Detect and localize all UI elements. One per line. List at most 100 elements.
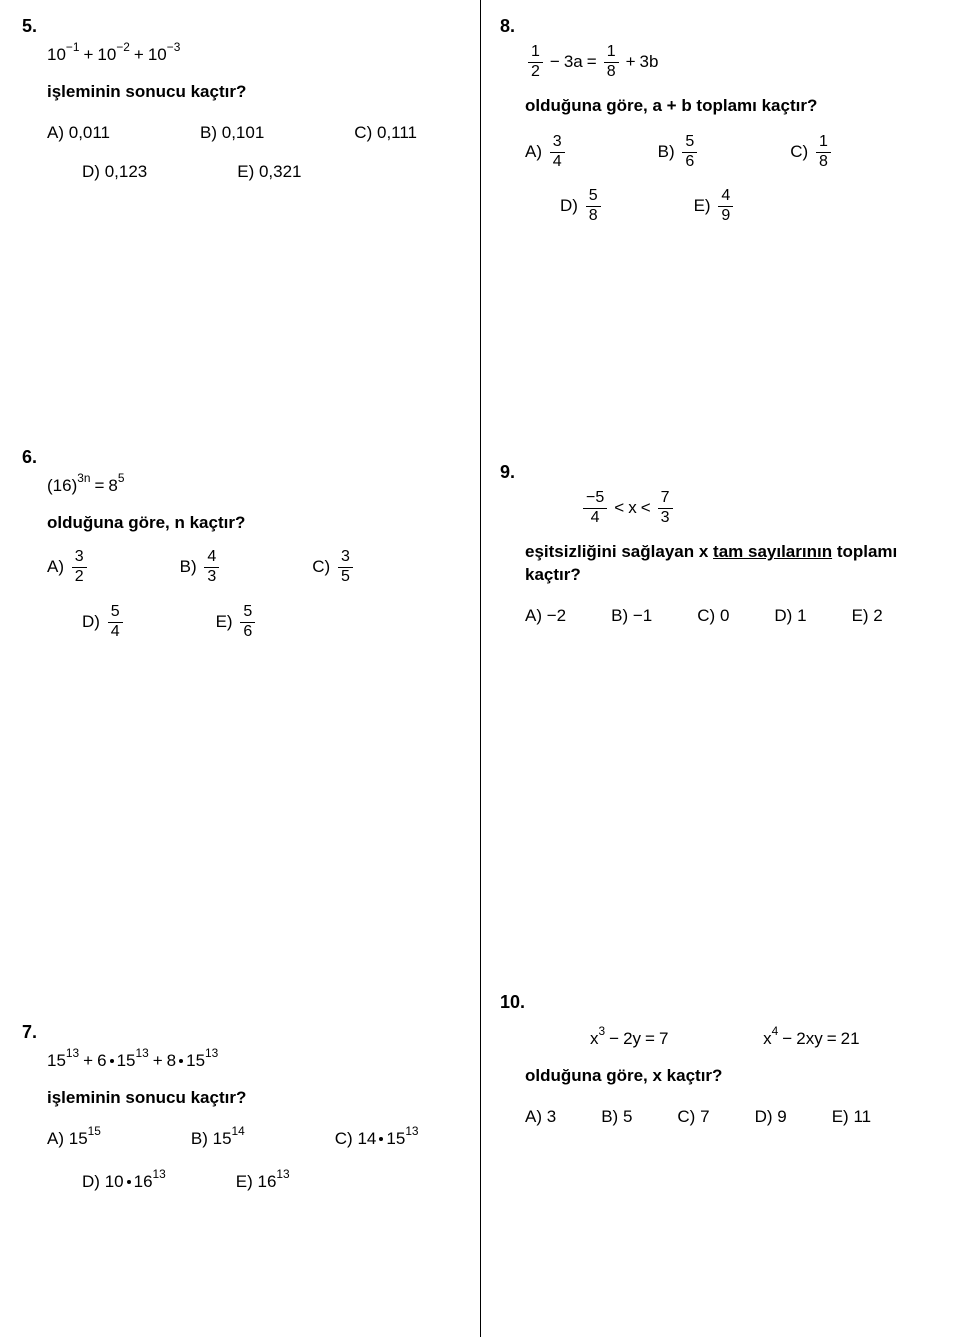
b: 2y [623,1028,641,1051]
q10-number: 10. [500,990,940,1014]
label: D) [774,605,792,628]
label: D) [755,1106,773,1129]
t: 15 [47,1050,66,1073]
b: 15 [213,1128,232,1151]
t: 6 [97,1050,106,1073]
den: 2 [72,568,87,586]
q7-prompt: işleminin sonucu kaçtır? [47,1087,462,1110]
q7-optE: E) 1613 [236,1171,290,1194]
den: 6 [682,153,697,171]
q5-number: 5. [22,14,462,38]
q10-optE: E) 11 [832,1106,871,1129]
den: 6 [240,623,255,641]
q9-optC: C) 0 [697,605,729,628]
question-6: 6. (16)3n = 85 olduğuna göre, n kaçtır? … [22,445,462,640]
num: 5 [586,188,601,207]
label: E) [694,195,711,218]
question-8: 8. 12 − 3a = 18 + 3b olduğuna göre, a + … [500,14,940,225]
q10-optB: B) 5 [601,1106,632,1129]
num: 7 [658,490,673,509]
val: 2 [873,605,882,628]
a: 14 [357,1128,376,1151]
exp: −1 [66,39,80,55]
e: 15 [88,1123,101,1139]
b: 2xy [796,1028,822,1051]
q5-optE: E) 0,321 [237,161,301,184]
r: 7 [659,1028,668,1051]
den: 9 [718,207,733,225]
val: 0,111 [377,122,417,145]
q10-expr1: x3 − 2y = 7 [590,1028,668,1051]
den: 5 [338,568,353,586]
num: 5 [240,604,255,623]
label: E) [237,161,254,184]
t: 8 [167,1050,176,1073]
label: C) [677,1106,695,1129]
exp: −3 [167,39,181,55]
label: D) [82,1171,100,1194]
label: A) [47,122,64,145]
x: x [628,497,637,520]
den: 4 [108,623,123,641]
q7-number: 7. [22,1020,462,1044]
den: 3 [204,568,219,586]
q6-optE: E) 56 [216,604,259,641]
val: 5 [623,1106,632,1129]
val: 9 [777,1106,786,1129]
q6-optD: D) 54 [82,604,126,641]
label: C) [354,122,372,145]
val: 1 [797,605,806,628]
q9-number: 9. [500,460,945,484]
q6-number: 6. [22,445,462,469]
den: 8 [816,153,831,171]
label: B) [611,605,628,628]
num: 3 [72,549,87,568]
p: + [153,1050,163,1073]
label: B) [200,122,217,145]
den: 2 [528,63,543,81]
lt: < [614,497,624,520]
eq: = [587,51,597,74]
q9-optA: A) −2 [525,605,566,628]
den: 8 [586,207,601,225]
exp: −2 [116,39,130,55]
q10-optA: A) 3 [525,1106,556,1129]
x: x [763,1028,772,1051]
val: 7 [700,1106,709,1129]
q8-optD: D) 58 [560,188,604,225]
q7-optC: C) 141513 [335,1128,419,1151]
eq: = [827,1028,837,1051]
q8-optA: A) 34 [525,134,568,171]
q6-expression: (16)3n = 85 [47,475,125,498]
num: 3 [338,549,353,568]
q5-expression: 10−1 + 10−2 + 10−3 [47,44,180,67]
plus: + [626,51,636,74]
e: 13 [405,1123,418,1139]
label: A) [47,556,64,579]
label: D) [560,195,578,218]
question-9: 9. −54 < x < 73 eşitsizliğini sağlayan x… [500,460,945,628]
num: 4 [718,188,733,207]
q8-number: 8. [500,14,940,38]
plus: + [83,44,93,67]
eq: = [645,1028,655,1051]
num: 1 [816,134,831,153]
q9-optD: D) 1 [774,605,806,628]
q5-optD: D) 0,123 [82,161,147,184]
q6-optB: B) 43 [180,549,223,586]
column-divider [480,0,481,1337]
e: 13 [205,1045,218,1061]
q7-expression: 1513 + 6 1513 + 8 1513 [47,1050,218,1073]
q8-expression: 12 − 3a = 18 + 3b [525,44,658,81]
dot-icon [127,1180,131,1184]
q9-prompt: eşitsizliğini sağlayan x tam sayılarının… [525,541,945,564]
label: A) [525,605,542,628]
den: 8 [604,63,619,81]
a: 3a [564,51,583,74]
label: E) [216,611,233,634]
val: 0 [720,605,729,628]
txt: eşitsizliğini sağlayan x [525,542,713,561]
label: C) [312,556,330,579]
lt: < [641,497,651,520]
label: A) [47,1128,64,1151]
